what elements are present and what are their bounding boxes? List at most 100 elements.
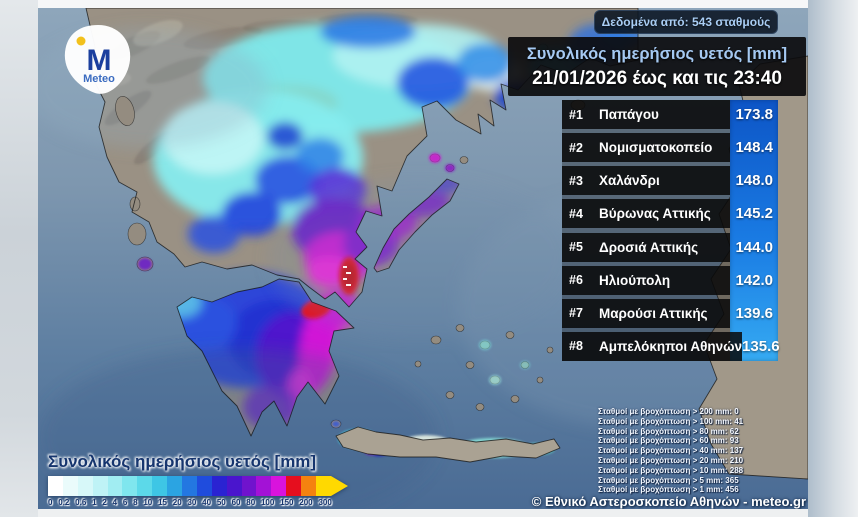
stat-line: Σταθμοί με βροχόπτωση > 5 mm: 365 bbox=[598, 475, 739, 485]
legend-segment bbox=[286, 476, 302, 496]
legend-tick: 50 bbox=[216, 498, 226, 507]
station-value: 135.6 bbox=[742, 337, 780, 355]
legend-tick: 200 bbox=[299, 498, 313, 507]
list-item: #7 Μαρούσι Αττικής 139.6 bbox=[562, 298, 778, 328]
greece-precipitation-map: M Meteo Δεδομένα από: 543 σταθμούς Συνολ… bbox=[38, 8, 808, 509]
legend-segment bbox=[196, 476, 212, 496]
list-item: #6 Ηλιούπολη 142.0 bbox=[562, 265, 778, 295]
legend-tick: 60 bbox=[231, 498, 241, 507]
station-value: 144.0 bbox=[735, 238, 773, 256]
legend-arrow-icon bbox=[330, 476, 348, 496]
station-value: 173.8 bbox=[735, 106, 773, 123]
station-value: 148.4 bbox=[735, 139, 773, 157]
legend-segment bbox=[152, 476, 168, 496]
legend-segment bbox=[167, 476, 183, 496]
legend-tick-labels: 0 0.2 0.6 1 2 4 6 8 10 15 20 30 40 50 60… bbox=[48, 498, 332, 507]
list-item: #3 Χαλάνδρι 148.0 bbox=[562, 166, 778, 196]
frame-left bbox=[0, 0, 38, 517]
legend-tick: 20 bbox=[172, 498, 182, 507]
frame-bottom bbox=[0, 509, 858, 517]
map-title-box: Συνολικός ημερήσιος υετός [mm] 21/01/202… bbox=[508, 37, 806, 96]
legend-segment bbox=[226, 476, 242, 496]
frame-right bbox=[808, 0, 858, 517]
legend-tick: 150 bbox=[280, 498, 294, 507]
legend-segment bbox=[92, 476, 108, 496]
list-item: #1 Παπάγου 173.8 bbox=[562, 100, 778, 129]
legend-tick: 80 bbox=[246, 498, 256, 507]
station-name: Παπάγου bbox=[599, 107, 659, 122]
legend-segment bbox=[241, 476, 257, 496]
legend-segment bbox=[137, 476, 153, 496]
stat-line: Σταθμοί με βροχόπτωση > 100 mm: 41 bbox=[598, 416, 744, 426]
legend-segment bbox=[122, 476, 138, 496]
sun-icon bbox=[76, 36, 86, 46]
station-name: Ηλιούπολη bbox=[599, 272, 671, 288]
rank-label: #7 bbox=[569, 306, 583, 321]
legend-tick: 10 bbox=[143, 498, 153, 507]
stations-count-badge: Δεδομένα από: 543 σταθμούς bbox=[594, 10, 778, 34]
map-title-datetime: 21/01/2026 έως και τις 23:40 bbox=[532, 68, 782, 89]
legend-tick: 6 bbox=[122, 498, 128, 507]
station-value: 148.0 bbox=[735, 172, 773, 190]
map-title: Συνολικός ημερήσιος υετός [mm] bbox=[526, 45, 788, 63]
color-scale-legend: Συνολικός ημερήσιος υετός [mm] 0 bbox=[48, 452, 360, 507]
legend-segment bbox=[301, 476, 317, 496]
legend-segment bbox=[62, 476, 78, 496]
station-name: Βύρωνας Αττικής bbox=[599, 206, 711, 222]
legend-tick: 0 bbox=[48, 498, 53, 507]
meteo-logo: M Meteo bbox=[64, 25, 131, 94]
rank-label: #4 bbox=[569, 206, 583, 221]
stat-line: Σταθμοί με βροχόπτωση > 20 mm: 210 bbox=[598, 455, 744, 465]
rank-label: #6 bbox=[569, 273, 583, 288]
legend-tick: 2 bbox=[102, 498, 107, 507]
station-value: 145.2 bbox=[735, 205, 773, 223]
legend-tick: 30 bbox=[187, 498, 197, 507]
legend-tick: 1 bbox=[92, 498, 97, 507]
rank-label: #5 bbox=[569, 240, 583, 255]
legend-segment bbox=[182, 476, 197, 496]
stat-line: Σταθμοί με βροχόπτωση > 200 mm: 0 bbox=[598, 407, 739, 416]
rank-label: #8 bbox=[569, 339, 583, 354]
legend-tick: 300 bbox=[318, 498, 332, 507]
legend-segment bbox=[211, 476, 227, 496]
legend-title: Συνολικός ημερήσιος υετός [mm] bbox=[48, 452, 317, 471]
logo-letter: M bbox=[87, 44, 112, 77]
legend-segment bbox=[256, 476, 272, 496]
stat-line: Σταθμοί με βροχόπτωση > 80 mm: 62 bbox=[598, 426, 739, 436]
stat-line: Σταθμοί με βροχόπτωση > 40 mm: 137 bbox=[598, 446, 744, 456]
rank-label: #3 bbox=[569, 173, 583, 188]
stat-line: Σταθμοί με βροχόπτωση > 60 mm: 93 bbox=[598, 436, 739, 446]
station-value: 139.6 bbox=[735, 304, 773, 322]
list-item: #8 Αμπελόκηποι Αθηνών 135.6 bbox=[562, 331, 780, 361]
stat-line: Σταθμοί με βροχόπτωση > 1 mm: 456 bbox=[598, 485, 739, 495]
values-strip bbox=[730, 100, 778, 361]
stat-line: Σταθμοί με βροχόπτωση > 10 mm: 288 bbox=[598, 465, 744, 475]
station-name: Αμπελόκηποι Αθηνών bbox=[599, 338, 743, 354]
legend-tick: 15 bbox=[158, 498, 167, 507]
legend-color-bar bbox=[48, 476, 348, 496]
legend-tick: 40 bbox=[202, 498, 212, 507]
station-name: Νομισματοκοπείο bbox=[599, 140, 713, 156]
rank-label: #2 bbox=[569, 140, 583, 155]
copyright-credit: © Εθνικό Αστεροσκοπείο Αθηνών - meteo.gr bbox=[531, 494, 806, 509]
rain-threshold-stats: Σταθμοί με βροχόπτωση > 200 mm: 0 Σταθμο… bbox=[598, 407, 788, 495]
legend-segment bbox=[48, 476, 63, 496]
frame-top bbox=[0, 0, 858, 8]
station-name: Μαρούσι Αττικής bbox=[599, 305, 708, 321]
station-name: Χαλάνδρι bbox=[599, 173, 660, 189]
list-item: #2 Νομισματοκοπείο 148.4 bbox=[562, 133, 778, 163]
legend-tick: 100 bbox=[260, 498, 275, 507]
list-item: #5 Δροσιά Αττικής 144.0 bbox=[562, 232, 778, 262]
rank-label: #1 bbox=[569, 107, 583, 122]
logo-brand: Meteo bbox=[83, 73, 115, 85]
legend-tick: 4 bbox=[112, 498, 118, 507]
legend-tick: 0.6 bbox=[75, 498, 87, 507]
legend-tick: 0.2 bbox=[58, 498, 70, 507]
legend-tick: 8 bbox=[133, 498, 138, 507]
legend-segment bbox=[316, 476, 331, 496]
legend-segment bbox=[107, 476, 123, 496]
legend-segment bbox=[271, 476, 287, 496]
station-value: 142.0 bbox=[735, 271, 773, 289]
station-name: Δροσιά Αττικής bbox=[599, 239, 699, 255]
list-item: #4 Βύρωνας Αττικής 145.2 bbox=[562, 199, 778, 229]
